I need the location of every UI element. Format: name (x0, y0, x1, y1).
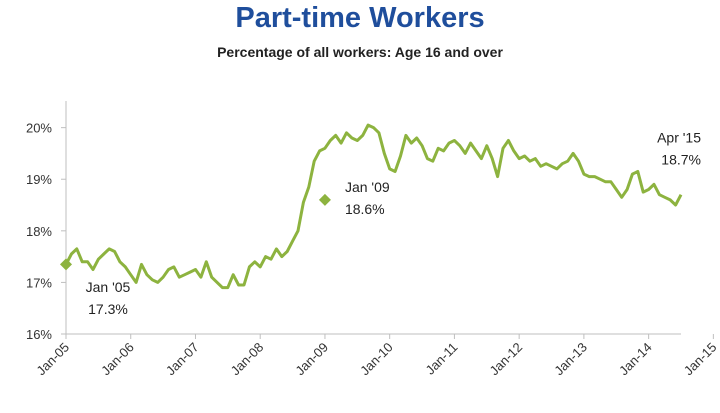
annotation-value: 17.3% (88, 301, 128, 317)
annotation-layer: Jan '05 17.3% Jan '09 18.6% Apr '15 18.7% (60, 130, 701, 317)
annotation-marker (318, 193, 331, 206)
x-tick-label: Jan-14 (616, 340, 655, 379)
series-line (64, 123, 683, 290)
y-tick-label: 17% (26, 275, 52, 290)
y-tick-label: 19% (26, 172, 52, 187)
annotation-label: Apr '15 (657, 130, 701, 146)
x-tick-label: Jan-10 (357, 340, 396, 379)
annotation-label: Jan '05 (86, 279, 131, 295)
x-tick-label: Jan-05 (33, 340, 72, 379)
y-tick-label: 18% (26, 224, 52, 239)
y-axis: 16% 17% 18% 19% 20% (26, 101, 67, 342)
chart-title: Part-time Workers (235, 2, 485, 34)
x-tick-label: Jan-11 (423, 340, 461, 378)
x-tick-label: Jan-13 (551, 340, 590, 379)
x-tick-label: Jan-15 (681, 340, 720, 379)
chart-subtitle: Percentage of all workers: Age 16 and ov… (217, 44, 503, 60)
x-tick-label: Jan-09 (292, 340, 331, 379)
x-tick-label: Jan-06 (98, 340, 137, 379)
x-axis: Jan-05 Jan-06 Jan-07 Jan-08 Jan-09 Jan-10 Jan-… (33, 333, 720, 379)
annotation-label: Jan '09 (345, 179, 390, 195)
annotation-value: 18.7% (661, 152, 701, 168)
annotation-marker (60, 258, 72, 271)
y-tick-label: 16% (26, 327, 52, 342)
annotation-value: 18.6% (345, 201, 385, 217)
y-tick-label: 20% (26, 121, 52, 136)
series-layer (64, 123, 683, 290)
x-tick-label: Jan-08 (228, 340, 267, 379)
x-tick-label: Jan-07 (163, 340, 202, 379)
x-tick-label: Jan-12 (487, 340, 526, 379)
